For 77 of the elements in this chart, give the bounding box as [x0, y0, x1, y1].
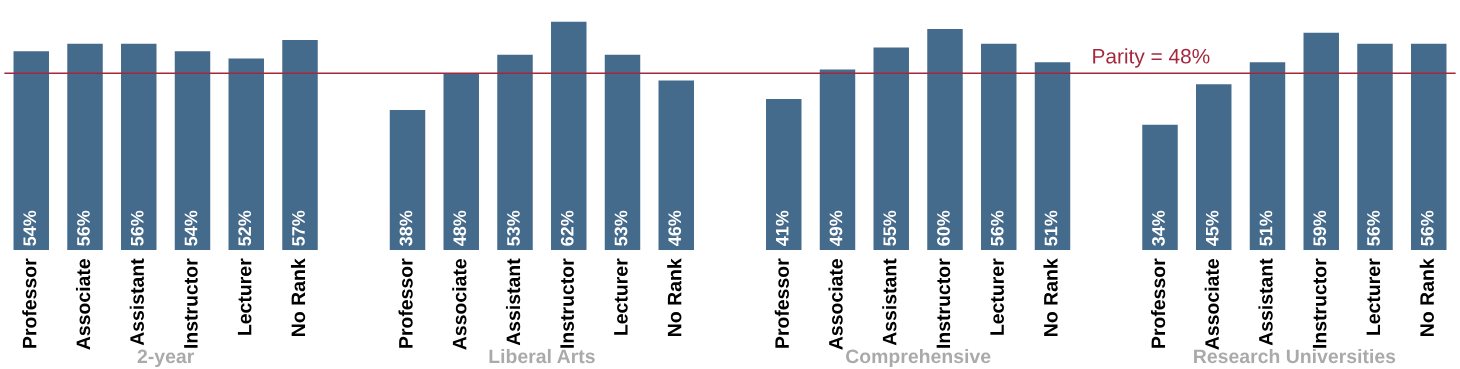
text: Comprehensive	[845, 348, 991, 368]
data-label: 56%	[77, 210, 90, 246]
data-label: 34%	[1152, 210, 1165, 246]
data-label: 59%	[1313, 210, 1327, 246]
bar	[282, 40, 318, 250]
bar	[174, 51, 211, 250]
bar	[13, 51, 49, 250]
data-label: 56%	[990, 210, 1004, 246]
data-label: 53%	[614, 210, 628, 246]
data-label: 60%	[937, 210, 950, 246]
x-tick-label: Instructor	[560, 258, 574, 348]
bar	[873, 47, 909, 250]
bar	[67, 43, 103, 250]
data-label: 51%	[1044, 210, 1058, 246]
bar	[604, 54, 641, 250]
bar	[819, 69, 856, 250]
data-label: 38%	[399, 210, 413, 246]
bar	[497, 54, 533, 250]
bar	[1196, 84, 1232, 250]
bar	[981, 43, 1017, 250]
x-tick-label: Lecturer	[990, 258, 1004, 335]
x-tick-label: Assistant	[882, 258, 897, 346]
x-tick-label: Assistant	[1258, 258, 1273, 346]
x-tick-label: No Rank	[667, 258, 682, 336]
data-label: 45%	[1205, 210, 1219, 247]
x-tick-label: Associate	[75, 258, 91, 350]
x-tick-label: Lecturer	[237, 258, 252, 335]
data-label: 55%	[883, 210, 897, 246]
x-tick-label: Lecturer	[1366, 258, 1381, 335]
x-tick-label: Professor	[774, 258, 789, 348]
data-label: 56%	[1367, 210, 1380, 246]
text: 2-year	[137, 349, 194, 368]
x-tick-label: Instructor	[936, 258, 951, 348]
data-label: 51%	[1259, 210, 1273, 246]
x-tick-label: No Rank	[1419, 258, 1434, 336]
data-label: 52%	[238, 210, 252, 246]
data-label: 62%	[560, 210, 574, 246]
x-tick-label: Professor	[398, 258, 413, 348]
x-tick-label: Instructor	[1312, 258, 1327, 348]
bar	[1249, 62, 1286, 250]
x-tick-label: Associate	[1204, 258, 1219, 350]
data-label: 56%	[1420, 210, 1434, 246]
bar	[1142, 124, 1178, 250]
text: Research Universities	[1194, 348, 1396, 364]
x-tick-label: Assistant	[505, 258, 521, 346]
bar	[1034, 62, 1071, 250]
x-tick-label: Associate	[452, 258, 467, 350]
bar	[121, 43, 157, 250]
ref-line-label: Parity = 48%	[1093, 48, 1210, 68]
data-label: 57%	[292, 210, 305, 246]
bar	[551, 21, 587, 250]
bar	[389, 110, 426, 250]
bar	[1303, 32, 1339, 250]
x-tick-label: Associate	[828, 258, 843, 350]
bar	[228, 58, 264, 250]
bar	[658, 80, 694, 250]
data-label: 41%	[775, 210, 789, 247]
x-tick-label: Professor	[1150, 258, 1166, 348]
bar	[1357, 43, 1393, 250]
x-tick-label: Lecturer	[614, 258, 628, 335]
data-label: 46%	[668, 210, 682, 247]
x-tick-label: No Rank	[290, 258, 306, 336]
data-label: 53%	[507, 210, 520, 246]
x-tick-label: Instructor	[184, 258, 198, 348]
bar	[443, 73, 479, 250]
data-label: 49%	[829, 210, 843, 247]
data-label: 56%	[130, 210, 144, 246]
data-label: 54%	[23, 210, 37, 246]
x-tick-label: No Rank	[1043, 258, 1058, 336]
text: Liberal Arts	[489, 348, 595, 364]
data-label: 48%	[453, 210, 467, 247]
x-tick-label: Assistant	[129, 258, 144, 346]
bar	[1411, 43, 1447, 250]
bar	[766, 99, 802, 250]
data-label: 54%	[184, 210, 198, 246]
x-tick-label: Professor	[22, 258, 37, 348]
bar	[927, 29, 963, 250]
